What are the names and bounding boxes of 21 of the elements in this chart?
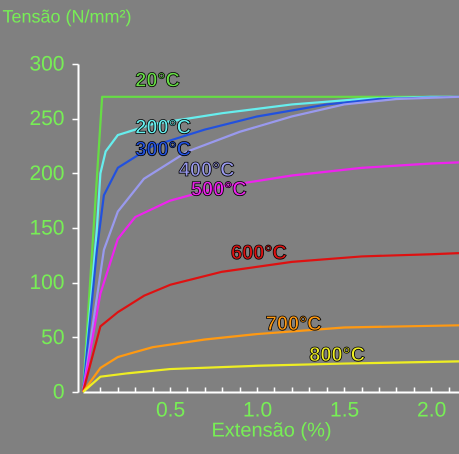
y-tick-label: 300 — [29, 52, 64, 76]
series-label: 700°C — [266, 313, 322, 336]
series-label: 200°C — [135, 116, 192, 138]
y-tick-label: 0 — [52, 380, 64, 404]
series-label: 400°C — [178, 159, 235, 182]
y-tick-label: 150 — [29, 216, 64, 240]
y-tick-label: 100 — [29, 271, 64, 294]
y-tick-label: 50 — [41, 326, 64, 349]
y-axis-title: Tensão (N/mm²) — [2, 6, 132, 26]
series-label: 800°C — [309, 344, 366, 366]
series-label: 600°C — [230, 242, 287, 264]
y-tick-label: 250 — [29, 107, 64, 130]
x-tick-label: 0.5 — [156, 398, 186, 422]
x-axis-title: Extensão (%) — [211, 420, 332, 442]
x-tick-label: 1.5 — [330, 398, 360, 422]
x-tick-label: 1.0 — [242, 398, 272, 422]
line-series — [82, 360, 459, 394]
line-series — [82, 161, 459, 394]
series-label: 20°C — [135, 69, 180, 92]
x-tick-label: 2.0 — [417, 398, 446, 422]
y-tick-label: 200 — [29, 162, 64, 185]
